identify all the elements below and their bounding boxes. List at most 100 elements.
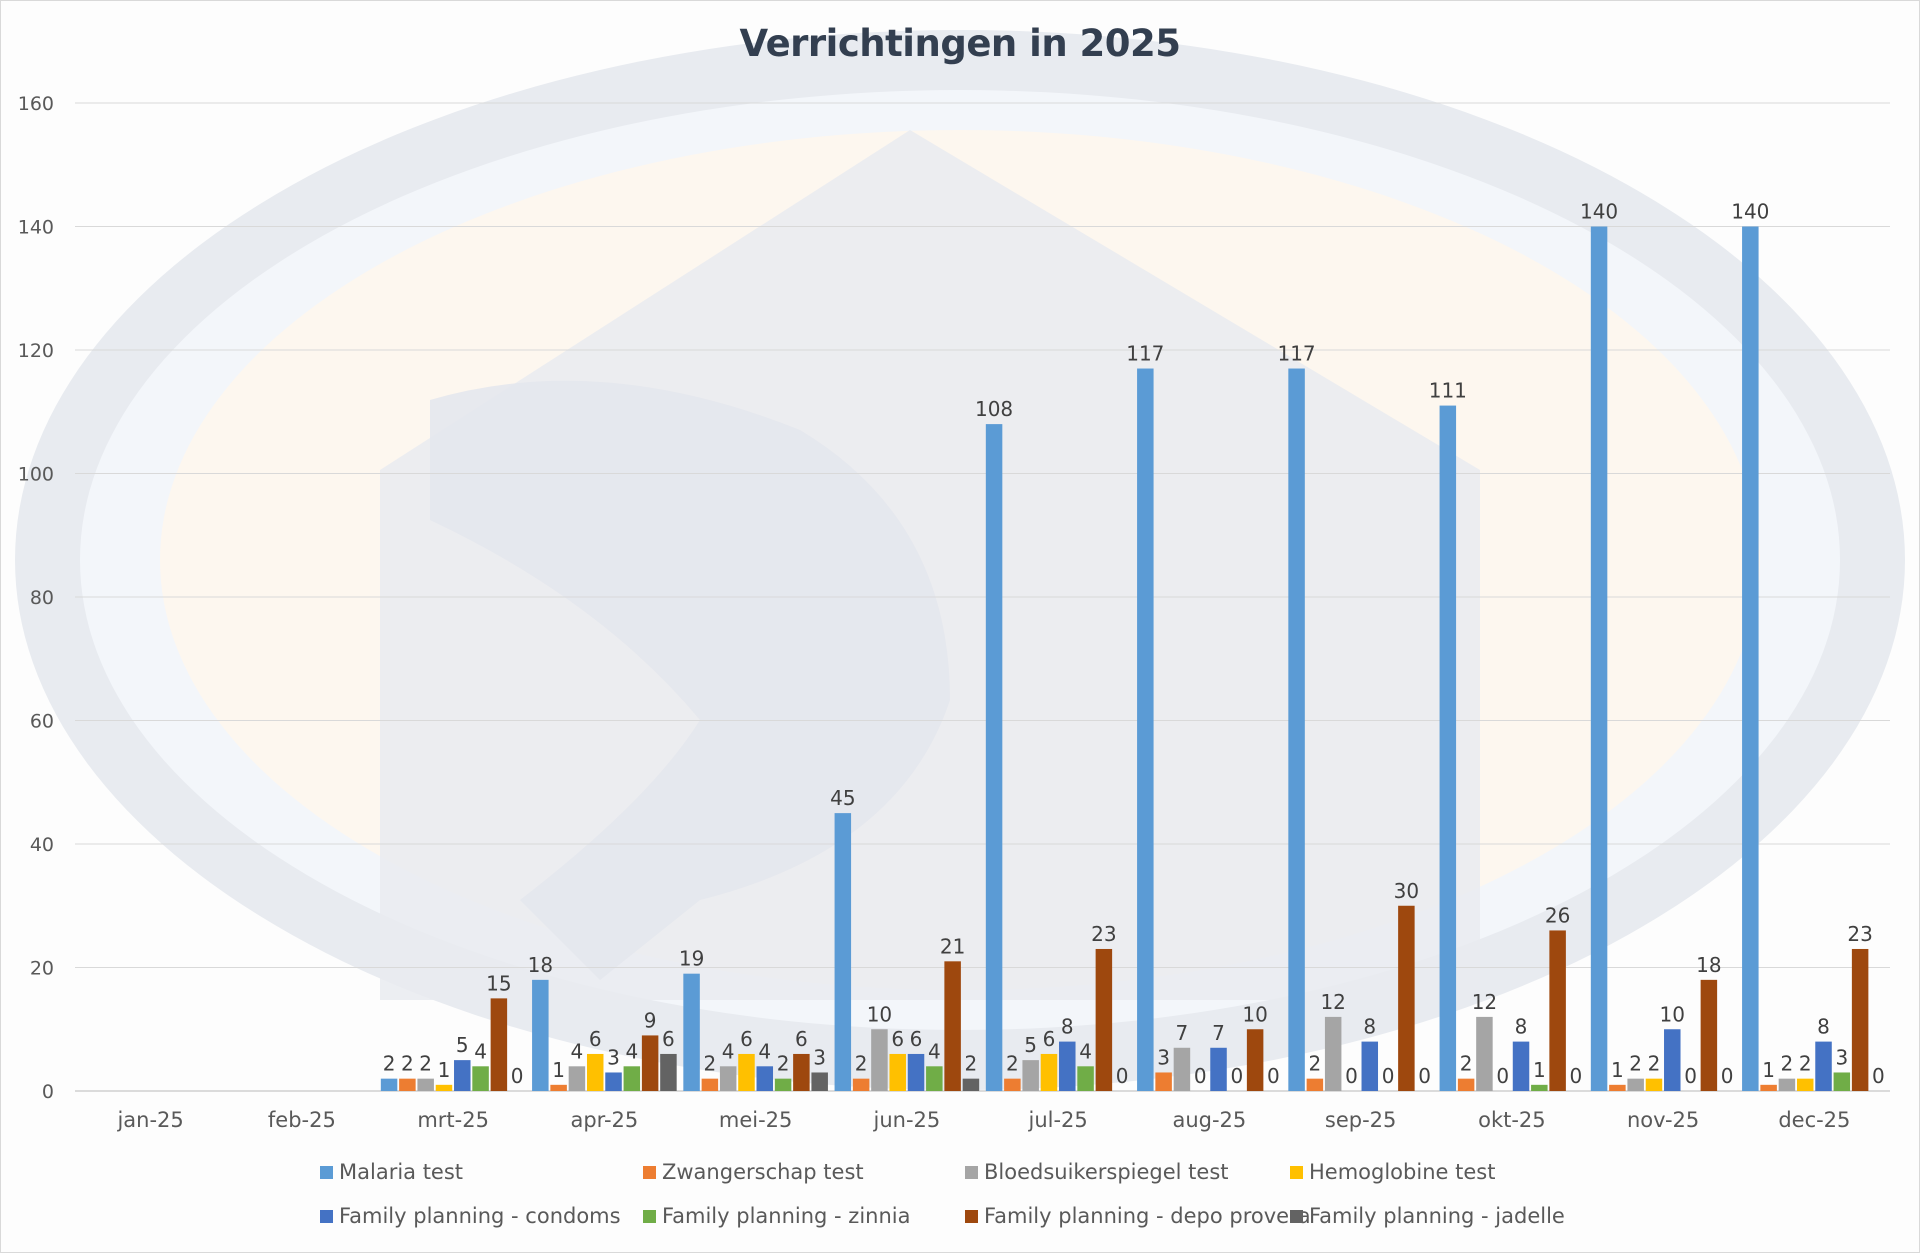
data-label: 1 xyxy=(552,1058,565,1082)
legend-swatch xyxy=(643,1209,656,1223)
legend-item: Malaria test xyxy=(320,1160,463,1184)
bar xyxy=(660,1053,677,1091)
bar xyxy=(1398,905,1415,1091)
bar xyxy=(1137,368,1154,1091)
data-label: 4 xyxy=(758,1039,771,1063)
bar xyxy=(1627,1078,1644,1091)
bar xyxy=(1059,1041,1076,1091)
data-label: 23 xyxy=(1091,922,1116,946)
bar xyxy=(1155,1072,1172,1091)
data-label: 8 xyxy=(1817,1015,1830,1039)
bar xyxy=(756,1066,774,1091)
y-tick-label: 0 xyxy=(42,1081,54,1103)
bar xyxy=(1778,1078,1796,1091)
bar xyxy=(774,1078,792,1091)
data-label: 111 xyxy=(1429,379,1467,403)
data-label: 140 xyxy=(1731,200,1769,224)
bar xyxy=(1361,1041,1379,1091)
legend-swatch xyxy=(1290,1165,1303,1179)
data-label: 0 xyxy=(1496,1064,1509,1088)
x-tick-label: aug-25 xyxy=(1172,1108,1246,1132)
data-label: 0 xyxy=(1382,1064,1395,1088)
bar xyxy=(719,1066,737,1091)
data-label: 6 xyxy=(662,1027,675,1051)
data-label: 9 xyxy=(644,1008,657,1032)
data-label: 30 xyxy=(1394,879,1419,903)
y-tick-label: 140 xyxy=(18,217,54,239)
data-label: 2 xyxy=(401,1052,414,1076)
bar xyxy=(550,1084,567,1091)
chart-title: Verrichtingen in 2025 xyxy=(739,22,1181,65)
data-label: 117 xyxy=(1277,342,1315,366)
legend-label: Family planning - zinnia xyxy=(662,1204,911,1228)
y-tick-label: 100 xyxy=(18,464,54,486)
data-label: 0 xyxy=(1684,1064,1697,1088)
data-label: 6 xyxy=(891,1027,904,1051)
bar xyxy=(472,1066,489,1091)
data-label: 2 xyxy=(383,1052,396,1076)
bar xyxy=(1851,948,1869,1091)
bar xyxy=(435,1084,453,1091)
data-label: 10 xyxy=(1242,1002,1267,1026)
data-label: 3 xyxy=(1157,1045,1170,1069)
bar xyxy=(907,1053,925,1091)
bar xyxy=(1324,1016,1342,1091)
y-tick-label: 80 xyxy=(30,587,54,609)
data-label: 4 xyxy=(571,1039,584,1063)
legend-item: Family planning - jadelle xyxy=(1290,1204,1565,1228)
legend-swatch xyxy=(643,1165,656,1179)
data-label: 5 xyxy=(456,1033,469,1057)
data-label: 6 xyxy=(795,1027,808,1051)
y-tick-label: 20 xyxy=(30,958,54,980)
legend-label: Bloedsuikerspiegel test xyxy=(984,1160,1229,1184)
data-label: 108 xyxy=(975,397,1013,421)
data-label: 4 xyxy=(928,1039,941,1063)
bar xyxy=(793,1053,810,1091)
watermark-hand xyxy=(430,380,950,980)
bar xyxy=(532,979,549,1091)
bar xyxy=(399,1078,416,1091)
legend-label: Family planning - condoms xyxy=(339,1204,621,1228)
data-label: 2 xyxy=(1799,1052,1812,1076)
data-label: 0 xyxy=(1194,1064,1207,1088)
legend-label: Zwangerschap test xyxy=(662,1160,864,1184)
data-label: 0 xyxy=(1345,1064,1358,1088)
x-tick-label: jan-25 xyxy=(116,1108,183,1132)
data-label: 117 xyxy=(1126,342,1164,366)
x-tick-label: okt-25 xyxy=(1478,1108,1546,1132)
y-tick-label: 40 xyxy=(30,834,54,856)
bar xyxy=(871,1029,888,1091)
data-label: 3 xyxy=(813,1045,826,1069)
data-label: 8 xyxy=(1363,1015,1376,1039)
legend-swatch xyxy=(320,1165,333,1179)
data-label: 6 xyxy=(740,1027,753,1051)
data-label: 2 xyxy=(419,1052,432,1076)
data-label: 0 xyxy=(1570,1064,1583,1088)
legend-item: Bloedsuikerspiegel test xyxy=(965,1160,1229,1184)
bar xyxy=(1004,1078,1021,1091)
x-tick-label: mrt-25 xyxy=(417,1108,489,1132)
data-label: 2 xyxy=(855,1052,868,1076)
bar xyxy=(1645,1078,1663,1091)
bar xyxy=(1077,1066,1094,1091)
data-label: 2 xyxy=(1648,1052,1661,1076)
data-label: 2 xyxy=(704,1052,717,1076)
data-label: 19 xyxy=(679,947,704,971)
data-label: 1 xyxy=(1762,1058,1775,1082)
data-label: 2 xyxy=(1006,1052,1019,1076)
bar xyxy=(1815,1041,1832,1091)
legend-label: Family planning - depo provera xyxy=(984,1204,1311,1228)
data-label: 4 xyxy=(625,1039,638,1063)
x-tick-label: apr-25 xyxy=(570,1108,638,1132)
bar xyxy=(962,1078,980,1091)
data-label: 18 xyxy=(528,953,553,977)
x-tick-label: feb-25 xyxy=(268,1108,336,1132)
bar xyxy=(1246,1029,1264,1091)
legend-swatch xyxy=(1290,1209,1303,1223)
x-tick-label: dec-25 xyxy=(1778,1108,1850,1132)
bar xyxy=(944,961,961,1091)
data-label: 2 xyxy=(1781,1052,1794,1076)
bar xyxy=(1531,1084,1548,1091)
bar xyxy=(985,424,1003,1092)
